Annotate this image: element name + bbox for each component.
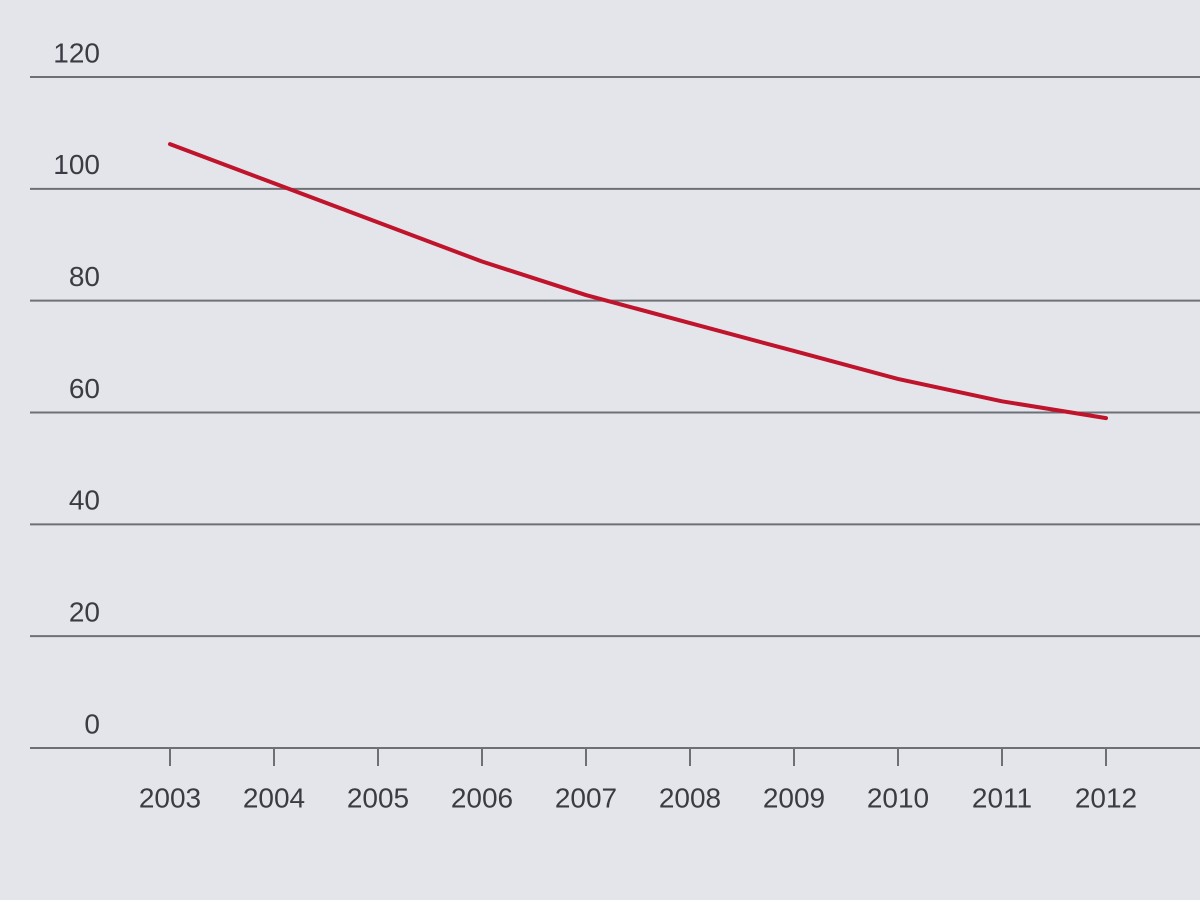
x-tick-label: 2009 <box>763 782 825 813</box>
x-tick-label: 2006 <box>451 782 513 813</box>
y-tick-label: 100 <box>53 149 100 180</box>
x-tick-label: 2011 <box>972 782 1032 813</box>
x-tick-label: 2008 <box>659 782 721 813</box>
y-tick-label: 20 <box>69 597 100 628</box>
y-tick-label: 0 <box>84 708 100 739</box>
x-tick-label: 2010 <box>867 782 929 813</box>
x-tick-label: 2004 <box>243 782 305 813</box>
x-tick-label: 2005 <box>347 782 409 813</box>
x-tick-label: 2012 <box>1075 782 1137 813</box>
y-tick-label: 120 <box>53 37 100 68</box>
x-tick-label: 2003 <box>139 782 201 813</box>
y-tick-label: 80 <box>69 261 100 292</box>
line-series <box>168 142 1108 421</box>
y-tick-label: 40 <box>69 485 100 516</box>
x-tick-label: 2007 <box>555 782 617 813</box>
y-tick-label: 60 <box>69 373 100 404</box>
